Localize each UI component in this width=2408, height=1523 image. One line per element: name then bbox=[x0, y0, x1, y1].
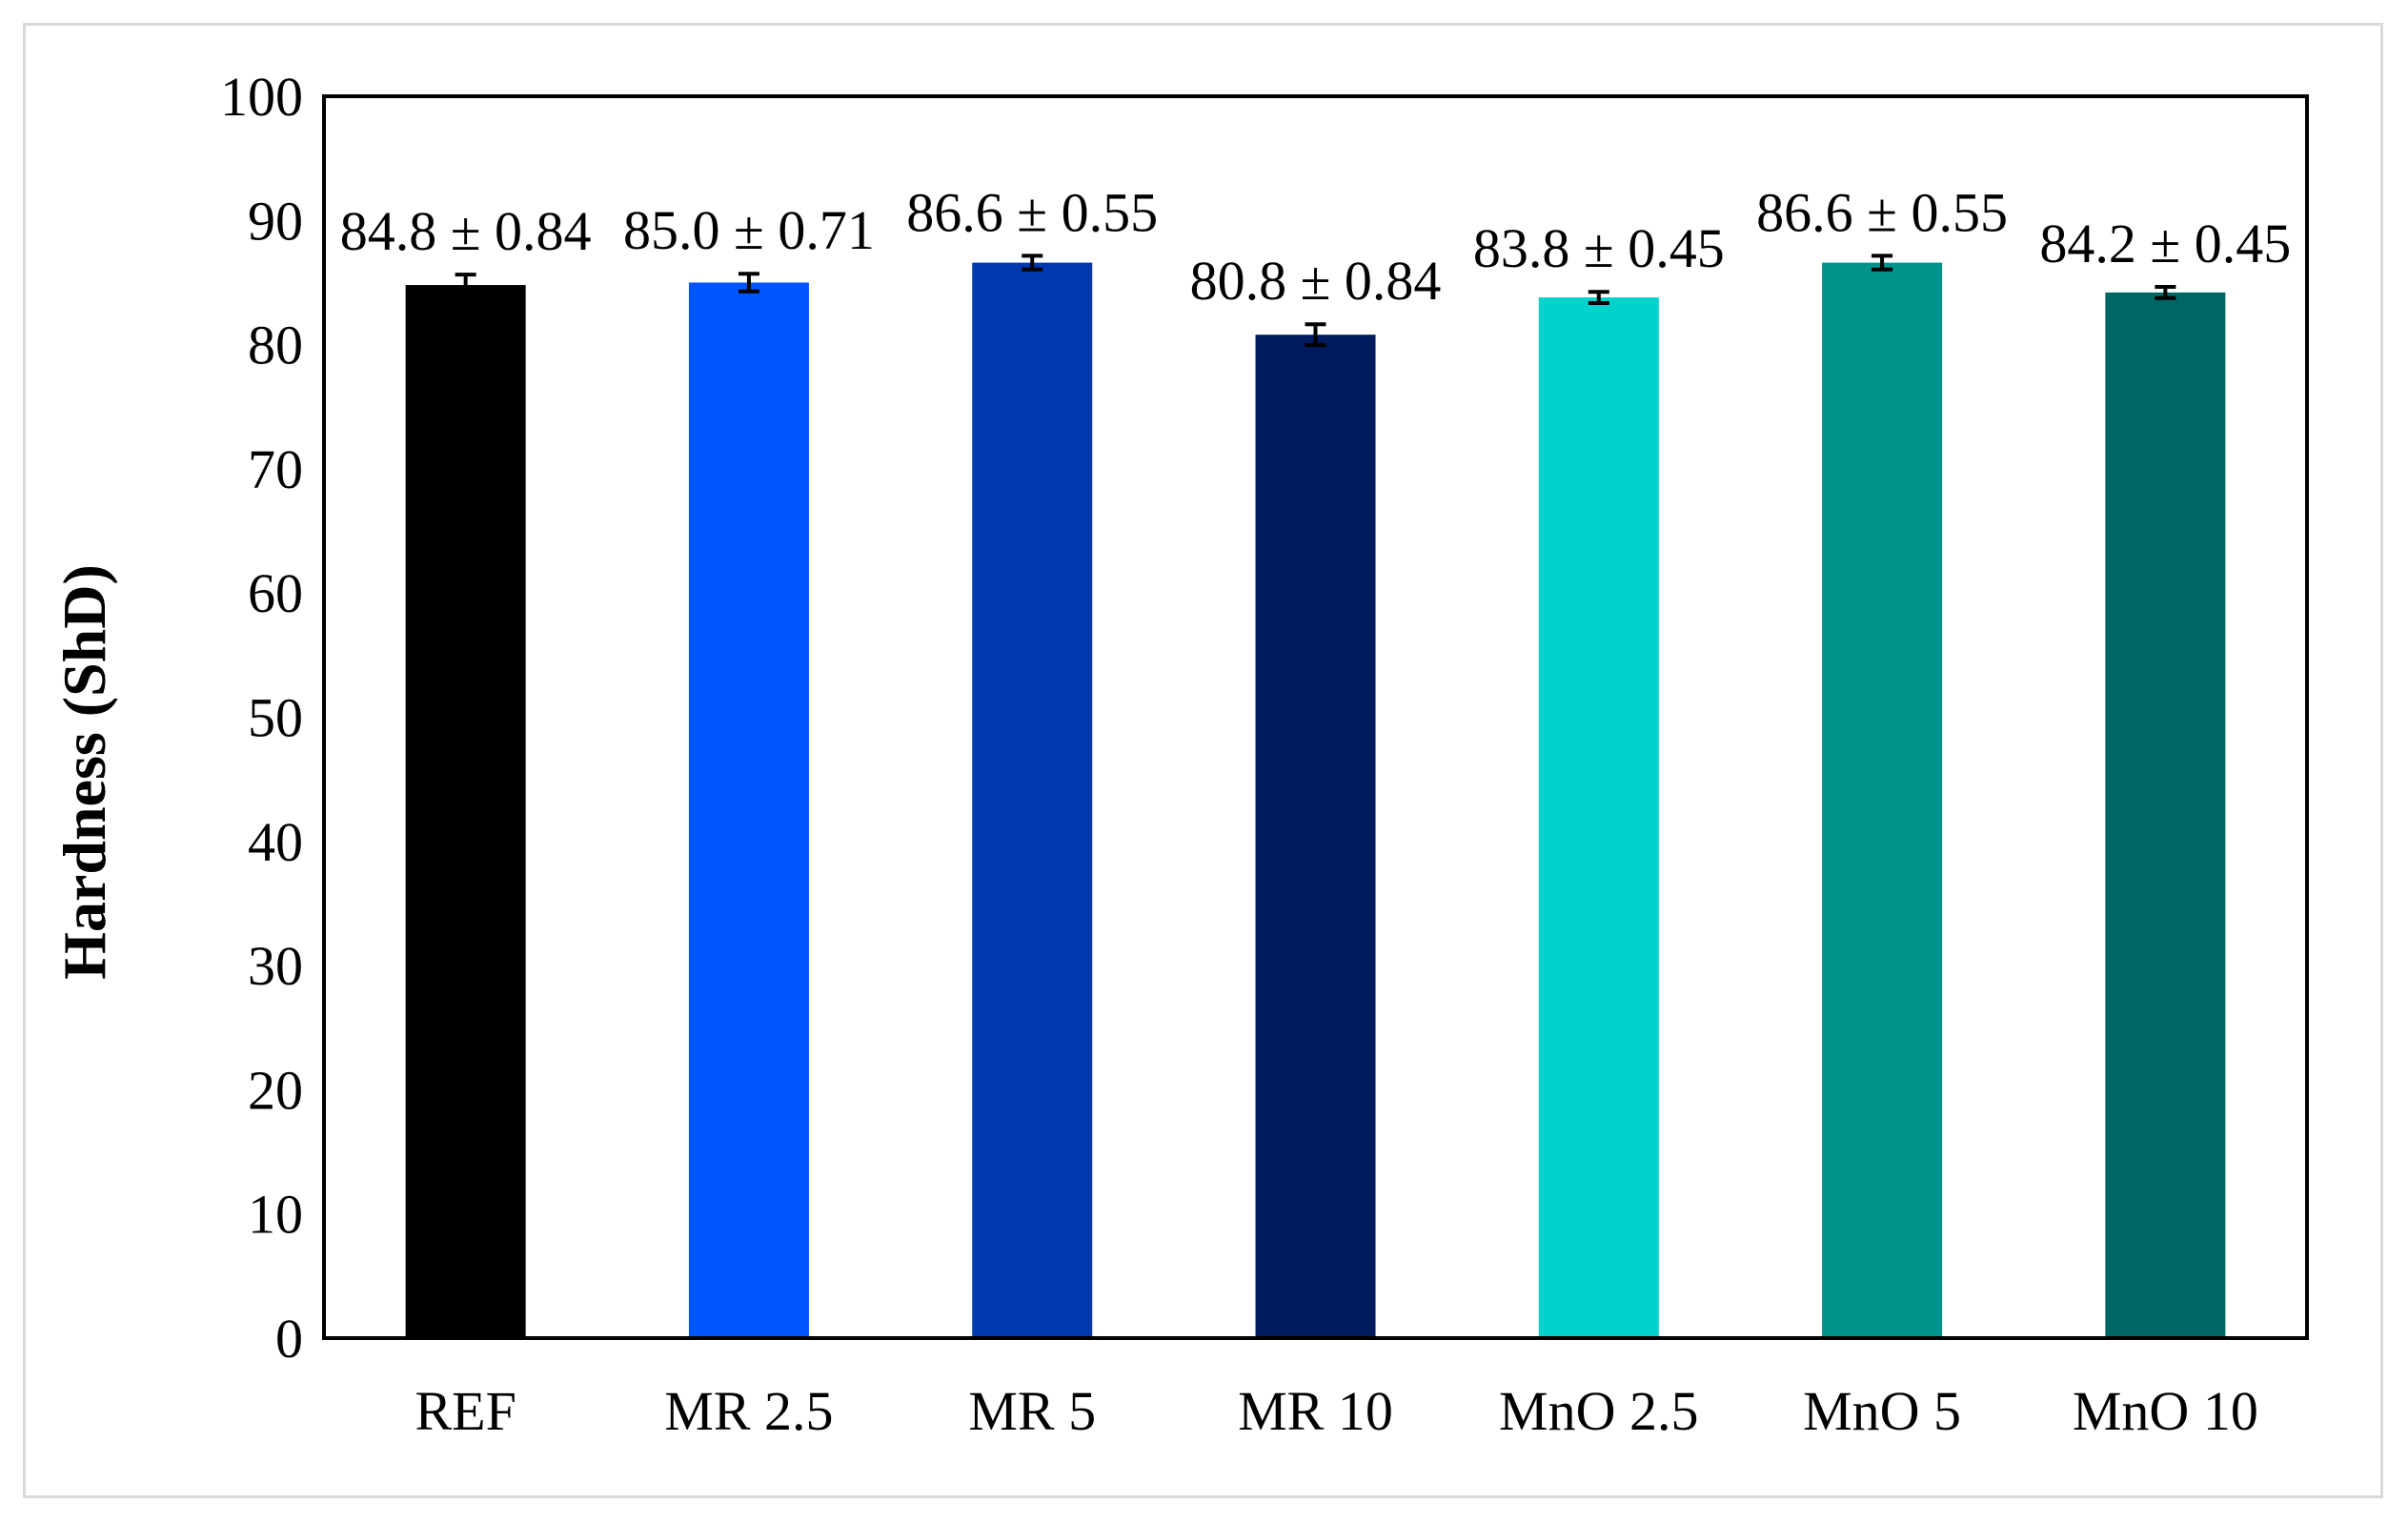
y-tick-label: 50 bbox=[248, 687, 303, 749]
bar bbox=[1255, 335, 1376, 1338]
data-label: 83.8 ± 0.45 bbox=[1473, 217, 1725, 279]
x-tick-label: MnO 5 bbox=[1803, 1380, 1961, 1442]
y-tick-label: 40 bbox=[248, 811, 303, 873]
bar bbox=[1822, 262, 1943, 1338]
y-tick-label: 10 bbox=[248, 1184, 303, 1246]
bar bbox=[2105, 292, 2226, 1338]
y-tick-label: 20 bbox=[248, 1059, 303, 1121]
data-label: 84.2 ± 0.45 bbox=[2039, 213, 2291, 274]
x-axis-tick-labels: REF MR 2.5 MR 5 MR 10 MnO 2.5 MnO 5 MnO 10 bbox=[415, 1380, 2257, 1442]
x-tick-label: MR 10 bbox=[1238, 1380, 1393, 1442]
data-label: 80.8 ± 0.84 bbox=[1190, 250, 1442, 312]
data-labels: 84.8 ± 0.84 85.0 ± 0.71 86.6 ± 0.55 80.8 ± … bbox=[340, 181, 2292, 312]
data-label: 85.0 ± 0.71 bbox=[623, 199, 875, 261]
data-label: 84.8 ± 0.84 bbox=[340, 200, 592, 262]
y-tick-label: 90 bbox=[248, 190, 303, 252]
y-tick-label: 0 bbox=[275, 1308, 303, 1370]
plot-area-border bbox=[322, 94, 2309, 1340]
bar bbox=[1538, 297, 1659, 1339]
x-tick-label: REF bbox=[415, 1380, 516, 1442]
data-label: 86.6 ± 0.55 bbox=[906, 181, 1158, 243]
error-bars bbox=[455, 254, 2176, 348]
y-axis-ticks: 0 10 20 30 40 50 60 70 80 90 100 bbox=[220, 66, 303, 1370]
data-label: 86.6 ± 0.55 bbox=[1756, 181, 2008, 243]
bar bbox=[972, 262, 1093, 1338]
y-axis-label: Hardness (ShD) bbox=[51, 564, 118, 980]
y-tick-label: 30 bbox=[248, 935, 303, 997]
y-tick-label: 100 bbox=[220, 66, 303, 128]
y-tick-label: 70 bbox=[248, 438, 303, 500]
y-tick-label: 80 bbox=[248, 315, 303, 376]
bars bbox=[405, 262, 2226, 1339]
bar bbox=[688, 282, 809, 1339]
x-tick-label: MR 2.5 bbox=[664, 1380, 833, 1442]
x-tick-label: MnO 10 bbox=[2073, 1380, 2258, 1442]
x-tick-label: MR 5 bbox=[968, 1380, 1096, 1442]
y-tick-label: 60 bbox=[248, 562, 303, 624]
x-tick-label: MnO 2.5 bbox=[1499, 1380, 1698, 1442]
bar bbox=[405, 285, 526, 1338]
